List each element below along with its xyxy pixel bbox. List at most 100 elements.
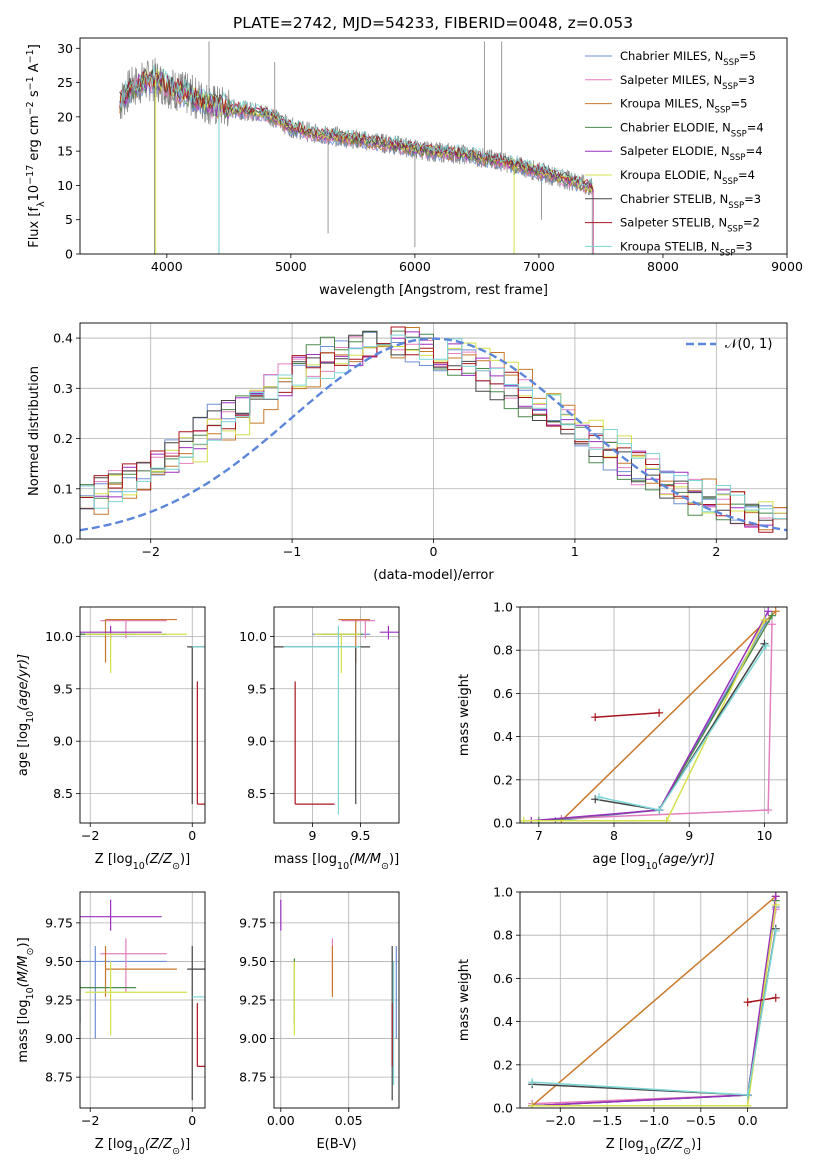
legend-entry: Salpeter MILES, NSSP=3 xyxy=(620,73,755,92)
x-axis-label-part: E(B-V) xyxy=(316,1137,356,1152)
age-vs-mass-panel: 9 9.5 8.5 9.0 9.5 10.0 mass [log10(M/M⊙)] xyxy=(239,606,400,872)
mass-vs-ebv-panel: 0.00 0.05 8.75 9.00 9.25 9.50 9.75 E(B-V) xyxy=(239,891,400,1152)
x-axis-label-part: )] xyxy=(389,852,399,867)
weight-lines xyxy=(528,892,780,1108)
mass-vs-z-panel: −2 08.759.009.259.509.75Z [log10(Z/Z⊙)]ma… xyxy=(16,891,206,1157)
x-axis-label-part: )] xyxy=(180,1137,190,1152)
y-axis-label-part: Flux [f xyxy=(27,207,42,248)
y-tick-label: 10.0 xyxy=(239,629,267,644)
x-tick-label: −0.5 xyxy=(686,1113,716,1128)
legend-nssp: =4 xyxy=(746,144,763,158)
weight-lines xyxy=(520,607,780,823)
y-tick-label: 0.4 xyxy=(53,331,73,346)
weight-line xyxy=(531,610,769,822)
legend-entry: Chabrier STELIB, NSSP=3 xyxy=(620,192,761,211)
y-tick-label: 0.0 xyxy=(493,816,513,831)
legend-model: Chabrier STELIB, N xyxy=(620,192,728,206)
legend-sub: SSP xyxy=(720,248,736,258)
y-tick-label: 25 xyxy=(57,75,73,90)
y-tick-label: 1.0 xyxy=(493,885,513,900)
x-tick-label: 2 xyxy=(712,544,720,559)
axes-frame xyxy=(79,891,206,1109)
y-tick-label: 0.4 xyxy=(493,729,513,744)
x-tick-label: −1 xyxy=(283,544,301,559)
x-axis-label-part: ⊙ xyxy=(381,861,389,872)
y-tick-label: 9.25 xyxy=(45,993,73,1008)
legend-model: Salpeter MILES, N xyxy=(620,73,722,87)
weight-line xyxy=(531,895,777,1107)
y-axis-label-part: ⊙ xyxy=(25,948,36,956)
y-tick-label: 9.00 xyxy=(239,1031,267,1046)
x-axis-label-part: )] xyxy=(180,852,190,867)
x-tick-label: 7 xyxy=(535,828,543,843)
x-tick-label: 1 xyxy=(571,544,579,559)
x-axis-label-part: 10 xyxy=(133,1146,145,1157)
y-tick-label: 10 xyxy=(57,178,73,193)
y-tick-label: 15 xyxy=(57,144,73,159)
axes-frame xyxy=(519,891,788,1109)
x-tick-label: 0.00 xyxy=(267,1113,295,1128)
residual-histogram xyxy=(80,334,787,539)
y-axis-label: age [log10(age/yr)] xyxy=(16,654,36,776)
axes-frame xyxy=(79,37,788,255)
x-axis-label: wavelength [Angstrom, rest frame] xyxy=(319,283,548,298)
y-axis-label-part: λ xyxy=(36,201,47,207)
y-axis-label-part: mass [log xyxy=(16,999,31,1062)
error-bars xyxy=(280,899,397,1101)
y-tick-label: 9.5 xyxy=(247,681,267,696)
x-axis-label-part: ⊙ xyxy=(683,1146,691,1157)
x-tick-label: 7000 xyxy=(523,259,555,274)
x-tick-label: 8 xyxy=(610,828,618,843)
age-vs-z-panel: −2 08.59.09.510.0Z [log10(Z/Z⊙)]age [log1… xyxy=(16,606,206,872)
y-tick-label: 8.75 xyxy=(239,1070,267,1085)
legend-model: Salpeter STELIB, N xyxy=(620,216,727,230)
y-tick-label: 9.00 xyxy=(45,1031,73,1046)
x-axis-label: Z [log10(Z/Z⊙)] xyxy=(95,852,190,872)
x-tick-label: −2 xyxy=(141,544,159,559)
observed-spectrum xyxy=(119,57,594,197)
x-axis-label-part: ⊙ xyxy=(172,861,180,872)
y-tick-label: 30 xyxy=(57,41,73,56)
x-tick-label: 9000 xyxy=(771,259,803,274)
y-axis-label: mass weight xyxy=(457,959,472,1041)
legend-entry: Chabrier ELODIE, NSSP=4 xyxy=(620,120,764,139)
error-bars xyxy=(80,899,205,1101)
y-axis-label: mass weight xyxy=(457,674,472,756)
x-axis-label: Z [log10(Z/Z⊙)] xyxy=(606,1137,701,1157)
x-axis-label-part: 10 xyxy=(133,861,145,872)
y-tick-label: 0.1 xyxy=(53,481,73,496)
weight-line xyxy=(595,712,660,718)
legend-model: Kroupa MILES, N xyxy=(620,97,715,111)
legend-sub: SSP xyxy=(715,106,731,116)
legend-nssp: =4 xyxy=(747,120,764,134)
y-tick-label: 0.0 xyxy=(493,1101,513,1116)
y-axis-label: Flux [fλ10−17 erg cm−2 s−1 A−1] xyxy=(25,44,47,248)
spectrum-lines xyxy=(119,41,595,254)
x-tick-label: −1.5 xyxy=(592,1113,622,1128)
error-bars xyxy=(274,618,399,815)
spectrum-panel: 4000 5000 6000 7000 8000 9000 0 5 10 15 20 25 30 wave… xyxy=(25,37,803,298)
legend-nssp: =5 xyxy=(739,49,756,63)
y-tick-label: 0.2 xyxy=(493,1057,513,1072)
axes-frame xyxy=(273,891,400,1109)
legend-entry: Kroupa STELIB, NSSP=3 xyxy=(620,239,752,258)
x-tick-label: 9 xyxy=(685,828,693,843)
x-axis-label-part: )] xyxy=(691,1137,701,1152)
legend-nssp: =3 xyxy=(735,239,752,253)
axes-frame xyxy=(79,322,788,540)
x-axis-label-part: (age/yr)] xyxy=(658,852,715,867)
y-axis-label-part: (age/yr)] xyxy=(16,654,31,711)
legend-entry: Kroupa MILES, NSSP=5 xyxy=(620,97,747,116)
x-tick-label: 0.0 xyxy=(738,1113,758,1128)
axes-frame xyxy=(79,606,206,824)
residuals-panel: −2 −1 0 1 2 0.0 0.1 0.2 0.3 0.4 (data-model)/error… xyxy=(27,322,788,583)
x-axis-label: mass [log10(M/M⊙)] xyxy=(274,852,399,872)
y-tick-label: 0.3 xyxy=(53,381,73,396)
legend-entry: Salpeter STELIB, NSSP=2 xyxy=(620,216,760,235)
legend-sub: SSP xyxy=(730,153,746,163)
x-axis-label: E(B-V) xyxy=(316,1137,356,1152)
x-tick-label: 8000 xyxy=(647,259,679,274)
legend-nssp: =2 xyxy=(743,216,760,230)
